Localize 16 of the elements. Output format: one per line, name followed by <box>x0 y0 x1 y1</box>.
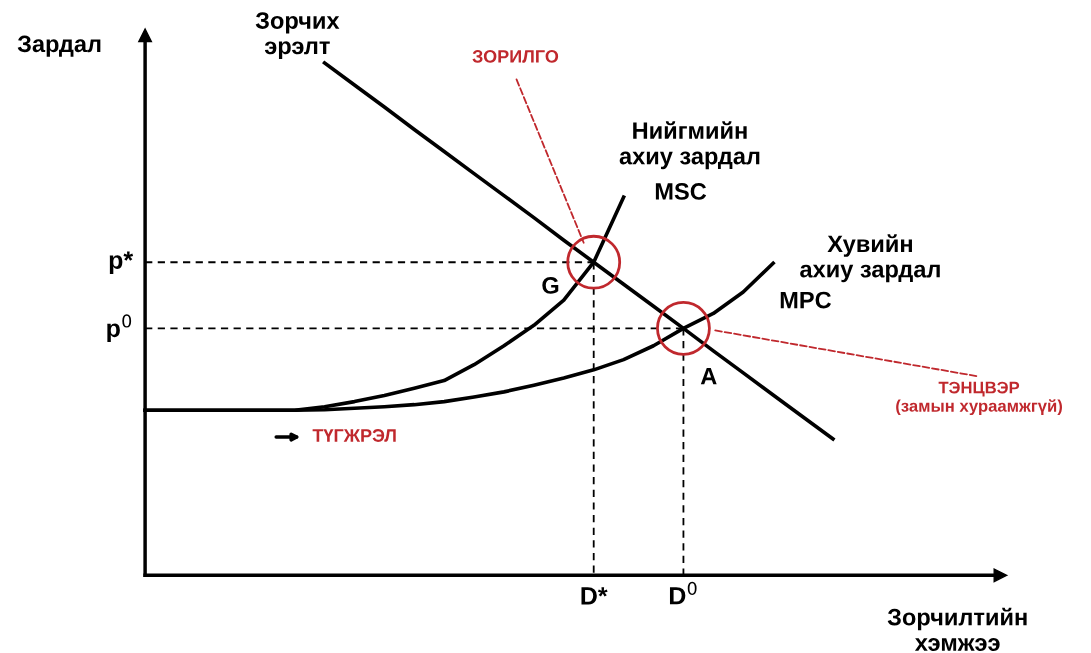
ref-line-label: p$^{0}$ <box>107 314 132 343</box>
x-tick-label: D$^{0}$ <box>669 581 697 605</box>
annotation: ТҮГЖРЭЛ <box>312 429 396 442</box>
text: Зорчих эрэлт <box>255 12 340 59</box>
ref-line-label: p* <box>109 251 134 274</box>
y-axis-title: Зардал <box>17 35 101 57</box>
x-axis-title: Зорчилтийн хэмжээ <box>887 607 1027 651</box>
annotation: Хувийн ахиу зардал <box>800 234 940 283</box>
annotation: ТЭНЦВЭР (замын хураамжгүй) <box>896 381 1062 416</box>
x-tick-label: D* <box>581 587 608 605</box>
text: ЗОРИЛГО <box>472 50 559 63</box>
annotation: G <box>542 277 559 294</box>
annotation: Нийгмийн ахиу зардал <box>619 121 760 170</box>
annotation: MSC <box>655 183 707 200</box>
annotation: MPC <box>780 291 832 309</box>
annotation: A <box>700 368 717 385</box>
